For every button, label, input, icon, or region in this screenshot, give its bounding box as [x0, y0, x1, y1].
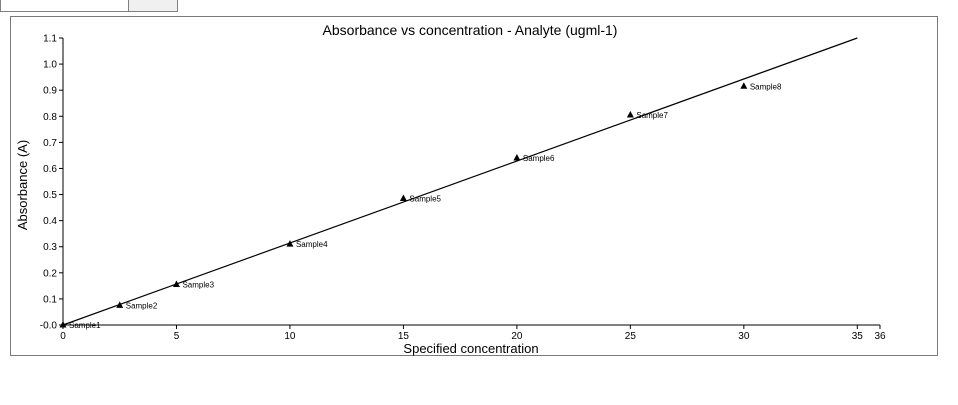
x-tick-label: 20 — [511, 331, 523, 342]
x-tick-label: 0 — [60, 331, 66, 342]
data-point-marker — [172, 280, 180, 288]
y-tick-label: 0.6 — [43, 164, 57, 175]
fit-line — [62, 37, 858, 326]
tab-strip — [0, 0, 958, 16]
y-tick-label: 1.1 — [43, 34, 57, 45]
y-tick-label: 0.4 — [43, 216, 57, 227]
y-axis-title: Absorbance (A) — [15, 140, 30, 230]
data-point-marker — [116, 301, 124, 308]
chart-title: Absorbance vs concentration - Analyte (u… — [323, 22, 618, 38]
y-tick-label: 0.9 — [43, 86, 57, 97]
x-ticks: 0 5 10 15 20 25 30 35 36 — [60, 325, 886, 342]
y-tick-label: -0.0 — [40, 321, 58, 332]
data-point-marker — [740, 82, 748, 89]
data-point-marker — [286, 240, 294, 247]
y-tick-label: 0.5 — [43, 190, 57, 201]
x-tick-label: 30 — [738, 331, 750, 342]
data-point-label: Sample7 — [636, 111, 668, 120]
data-point-label: Sample8 — [750, 82, 782, 91]
x-tick-label: 15 — [398, 331, 410, 342]
y-tick-label: 0.3 — [43, 242, 57, 253]
data-point-label: Sample6 — [523, 154, 555, 163]
y-tick-label: 0.7 — [43, 138, 57, 149]
data-point-label: Sample3 — [182, 281, 214, 290]
x-axis-title: Specified concentration — [403, 341, 538, 356]
data-point-marker — [59, 321, 67, 328]
y-tick-label: 0.8 — [43, 112, 57, 123]
data-point-label: Sample4 — [296, 240, 328, 249]
chart-panel — [10, 16, 938, 356]
data-point-label: Sample1 — [69, 321, 101, 330]
x-tick-label: 35 — [852, 331, 864, 342]
fit-line-group — [62, 37, 858, 326]
tab-calibration[interactable] — [128, 0, 178, 12]
y-tick-label: 1.0 — [43, 60, 57, 71]
x-tick-label: 10 — [284, 331, 296, 342]
x-tick-label: 36 — [874, 331, 886, 342]
data-point-label: Sample2 — [126, 301, 158, 310]
data-point-marker — [513, 154, 521, 161]
y-tick-label: 0.2 — [43, 268, 57, 279]
data-point-label: Sample5 — [409, 194, 441, 203]
x-tick-label: 5 — [174, 331, 180, 342]
y-ticks: -0.0 0.1 0.2 0.3 0.4 0.5 0.6 0.7 0.8 0.9 1.0 1.1 — [40, 34, 63, 332]
data-point-marker — [399, 194, 407, 201]
data-points: Sample1 Sample2 Sample3 Sample4 Sample5 Sampl… — [59, 82, 782, 330]
x-tick-label: 25 — [625, 331, 637, 342]
y-tick-label: 0.1 — [43, 294, 57, 305]
data-point-marker — [626, 110, 634, 118]
